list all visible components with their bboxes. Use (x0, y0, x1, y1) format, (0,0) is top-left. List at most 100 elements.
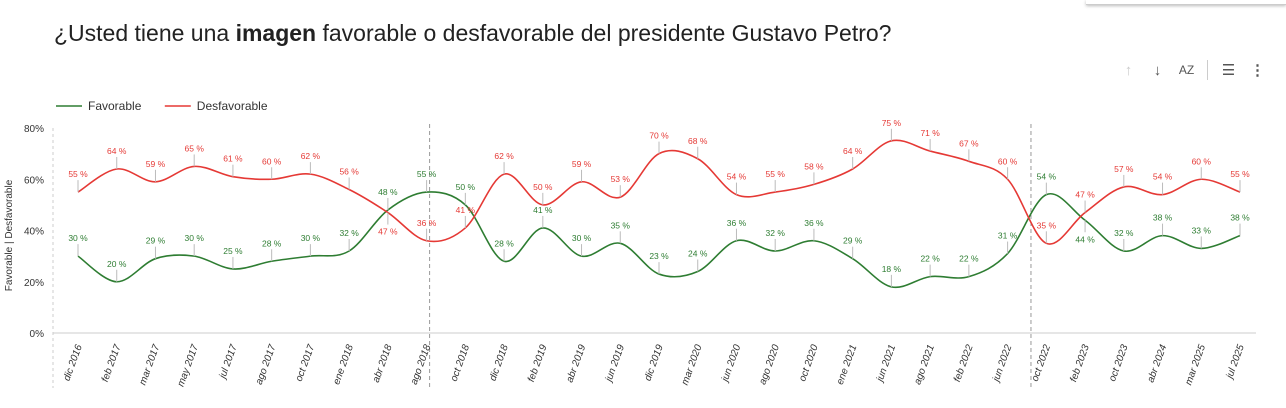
data-label: 58 % (804, 161, 824, 171)
data-label: 55 % (766, 169, 786, 179)
y-tick-label: 20% (24, 278, 44, 289)
data-label: 29 % (146, 236, 166, 246)
sort-az-icon[interactable]: AZ (1178, 63, 1195, 77)
data-label: 18 % (882, 264, 902, 274)
data-label: 59 % (572, 159, 592, 169)
x-tick-label: abr 2018 (371, 343, 395, 384)
data-label: 41 % (456, 205, 476, 215)
data-label: 60 % (262, 156, 282, 166)
x-tick-label: feb 2019 (526, 343, 550, 384)
data-label: 55 % (68, 169, 88, 179)
x-tick-label: jun 2022 (990, 343, 1014, 385)
data-label: 28 % (262, 238, 282, 248)
x-tick-label: oct 2017 (294, 343, 318, 383)
data-label: 32 % (339, 228, 359, 238)
data-label: 36 % (727, 218, 747, 228)
x-tick-label: jun 2019 (603, 343, 627, 385)
x-tick-label: jun 2020 (719, 343, 743, 385)
data-label: 35 % (611, 220, 631, 230)
data-label: 30 % (68, 233, 88, 243)
data-label: 50 % (533, 182, 553, 192)
divider (1207, 60, 1208, 80)
data-label: 61 % (223, 154, 243, 164)
x-tick-label: ago 2021 (912, 343, 937, 386)
x-tick-label: abr 2019 (565, 343, 589, 384)
data-label: 44 % (1075, 234, 1095, 244)
data-label: 62 % (301, 151, 321, 161)
data-label: 32 % (1114, 228, 1134, 238)
data-label: 48 % (378, 187, 398, 197)
y-tick-label: 40% (24, 227, 44, 238)
chart-toolbar: ↑ ↓ AZ ☰ ⋮ (1114, 60, 1272, 80)
x-tick-label: ago 2017 (254, 343, 279, 386)
data-label: 36 % (417, 218, 437, 228)
data-label: 62 % (494, 151, 514, 161)
data-label: 22 % (959, 254, 979, 264)
x-tick-label: feb 2022 (952, 343, 976, 384)
data-label: 53 % (611, 174, 631, 184)
data-label: 23 % (649, 251, 669, 261)
legend-label: Desfavorable (197, 99, 268, 113)
x-tick-label: mar 2025 (1183, 343, 1208, 387)
x-tick-label: dic 2019 (643, 343, 666, 383)
data-label: 68 % (688, 136, 708, 146)
data-label: 65 % (185, 143, 205, 153)
data-label: 75 % (882, 118, 902, 128)
data-label: 22 % (920, 254, 940, 264)
data-label: 38 % (1153, 213, 1173, 223)
x-tick-label: oct 2020 (797, 343, 821, 383)
data-label: 24 % (688, 249, 708, 259)
data-label: 33 % (1192, 225, 1212, 235)
chart-title: ¿Usted tiene una imagen favorable o desf… (54, 20, 892, 46)
window-edge (1086, 0, 1286, 5)
x-tick-label: ago 2020 (757, 343, 782, 386)
data-label: 25 % (223, 246, 243, 256)
data-label: 30 % (185, 233, 205, 243)
data-label: 55 % (417, 169, 437, 179)
data-label: 60 % (1192, 156, 1212, 166)
y-tick-label: 60% (24, 175, 44, 186)
data-label: 54 % (727, 172, 747, 182)
filter-icon[interactable]: ☰ (1221, 62, 1236, 79)
data-label: 35 % (1037, 220, 1057, 230)
x-tick-label: dic 2016 (62, 343, 85, 383)
data-label: 64 % (107, 146, 127, 156)
data-label: 56 % (339, 167, 359, 177)
more-vert-icon[interactable]: ⋮ (1250, 62, 1265, 79)
data-label: 30 % (572, 233, 592, 243)
y-axis-title: Favorable | Desfavorable (4, 179, 15, 291)
data-label: 20 % (107, 259, 127, 269)
x-tick-label: oct 2022 (1030, 343, 1054, 383)
data-label: 36 % (804, 218, 824, 228)
y-tick-label: 0% (30, 329, 45, 340)
data-label: 29 % (843, 236, 863, 246)
data-label: 64 % (843, 146, 863, 156)
x-tick-label: ene 2021 (835, 343, 860, 386)
data-label: 41 % (533, 205, 553, 215)
x-tick-label: may 2017 (176, 343, 202, 388)
data-label: 47 % (378, 227, 398, 237)
x-tick-label: oct 2023 (1107, 343, 1131, 383)
data-label: 32 % (766, 228, 786, 238)
x-tick-label: feb 2017 (100, 343, 124, 384)
data-label: 31 % (998, 231, 1018, 241)
x-tick-label: mar 2017 (137, 343, 162, 387)
data-label: 54 % (1037, 172, 1057, 182)
x-tick-label: oct 2018 (449, 343, 473, 383)
data-label: 30 % (301, 233, 321, 243)
arrow-up-icon[interactable]: ↑ (1124, 61, 1133, 79)
data-label: 67 % (959, 138, 979, 148)
data-label: 38 % (1230, 213, 1250, 223)
data-label: 50 % (456, 182, 476, 192)
arrow-down-icon[interactable]: ↓ (1153, 61, 1162, 79)
x-tick-label: mar 2020 (680, 343, 705, 387)
x-tick-label: jun 2021 (874, 343, 898, 385)
x-tick-label: abr 2024 (1146, 343, 1170, 384)
data-label: 55 % (1230, 169, 1250, 179)
x-tick-label: jul 2025 (1224, 343, 1247, 382)
data-label: 57 % (1114, 164, 1134, 174)
data-label: 71 % (920, 128, 940, 138)
series-line-desfavorable (77, 139, 1241, 245)
data-label: 59 % (146, 159, 166, 169)
